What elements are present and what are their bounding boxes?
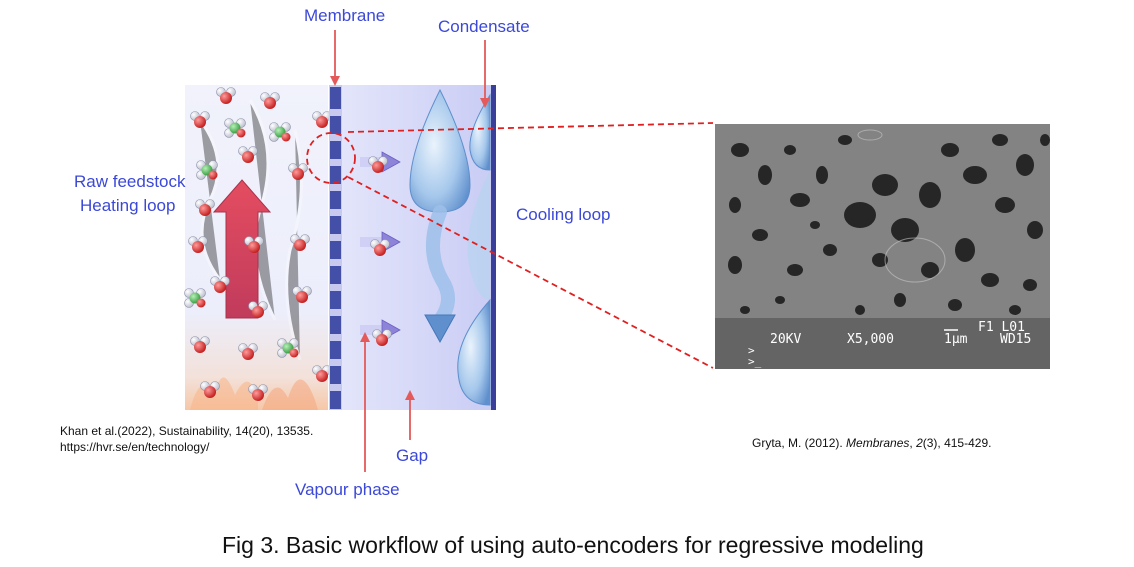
heating-loop-label: Heating loop [80, 196, 176, 215]
condensate-down-arrow [424, 314, 456, 344]
citation-right-author: Gryta, M. (2012). [752, 436, 847, 450]
membrane-layer [329, 85, 342, 410]
raw-feedstock-label: Raw feedstock [74, 172, 186, 191]
sem-scale: 1µm [944, 332, 968, 347]
zoom-indicator [306, 122, 714, 369]
cooling-loop-label: Cooling loop [516, 205, 611, 224]
vapour-phase-label: Vapour phase [295, 480, 400, 499]
svg-text:>_: >_ [748, 355, 762, 368]
svg-text:>: > [748, 344, 755, 357]
citation-right-sep: , [909, 436, 917, 450]
sem-label-line1: F1 L01 [978, 320, 1025, 335]
membrane-label: Membrane [304, 6, 386, 25]
figure-caption: Fig 3. Basic workflow of using auto-enco… [222, 532, 924, 558]
sem-micrograph: F1 L01 20KV X5,000 1µm WD15 > >_ [715, 124, 1050, 369]
sem-working-distance: WD15 [1000, 332, 1031, 347]
citation-right-journal: Membranes [846, 436, 910, 450]
condensate-label: Condensate [438, 17, 530, 36]
citation-right-volume: 2 [916, 436, 923, 450]
sem-magnification: X5,000 [847, 332, 894, 347]
citation-left-url: https://hvr.se/en/technology/ [60, 440, 210, 454]
cooling-plate [491, 85, 496, 410]
sem-voltage: 20KV [770, 332, 801, 347]
condensate-drops [409, 88, 491, 406]
pointer-arrows [330, 30, 490, 472]
citation-right-rest: (3), 415-429. [922, 436, 992, 450]
gap-label: Gap [396, 446, 429, 465]
citation-right: Gryta, M. (2012). Membranes, 2(3), 415-4… [752, 436, 991, 450]
citation-left-line1: Khan et al.(2022), Sustainability, 14(20… [60, 424, 314, 438]
